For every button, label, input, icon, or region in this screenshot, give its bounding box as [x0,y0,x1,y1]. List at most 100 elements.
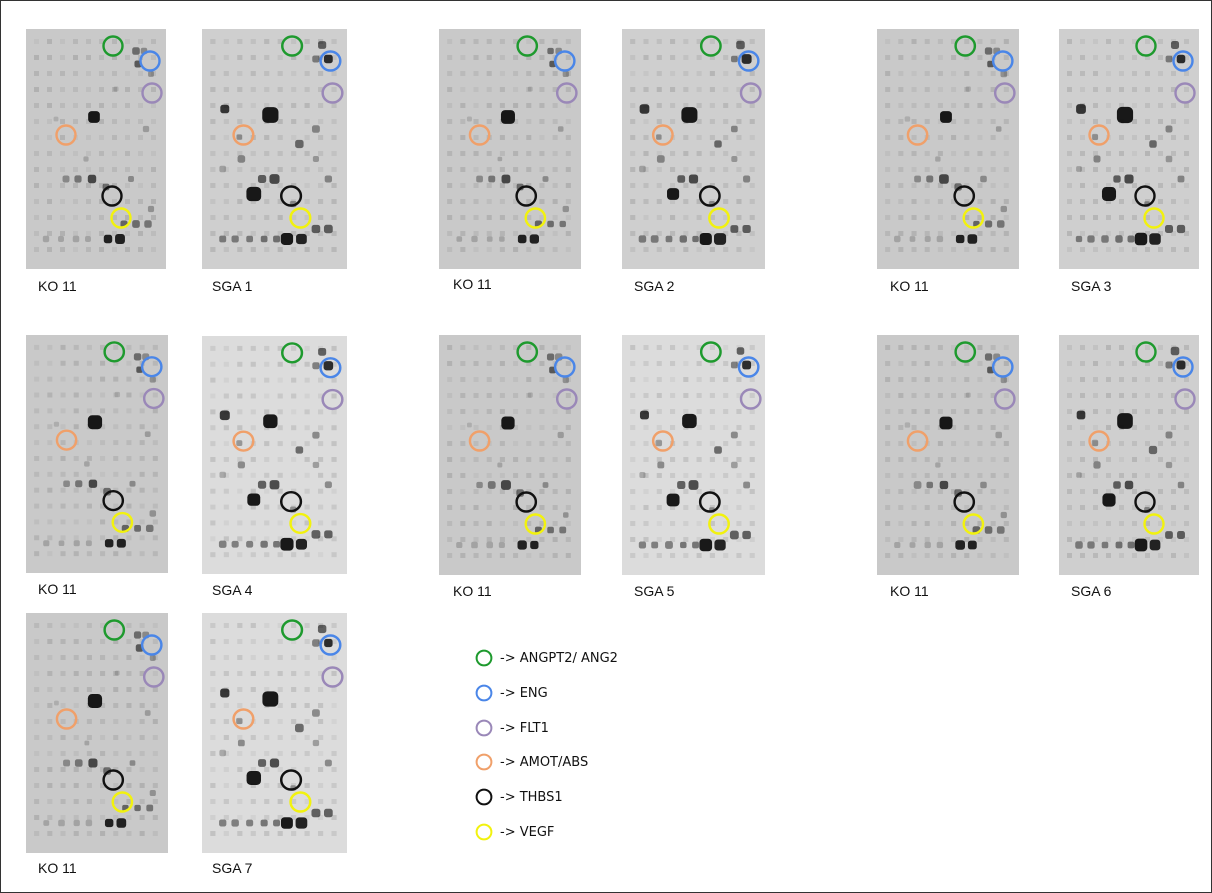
array-dot [447,553,453,558]
array-dot [152,535,158,541]
array-dot [47,376,53,382]
array-dot [670,473,676,478]
array-dot [898,119,904,124]
array-dot [1080,537,1085,542]
array-dot [683,247,689,252]
array-dot [565,457,571,462]
array-dot [1145,473,1150,478]
array-dot [139,767,145,772]
array-dot [990,167,996,172]
ring-angpt2 [103,619,126,641]
array-dot [749,231,755,236]
blot-spot [246,186,262,202]
blot-membrane [1059,335,1199,575]
array-dot [499,473,505,478]
array-dot [291,623,297,628]
array-dot [47,551,53,557]
array-dot [34,87,39,92]
array-dot [1003,183,1009,188]
array-dot [486,409,492,414]
blot-spot [148,71,154,77]
array-dot [924,103,930,108]
array-dot [683,215,689,220]
array-dot [60,551,66,557]
array-dot [331,504,337,510]
array-dot [630,183,636,188]
array-dot [47,535,53,541]
blot-spot [115,234,125,244]
array-dot [552,183,558,188]
ring-eng [553,50,576,72]
array-dot [924,377,930,382]
array-dot [656,167,662,172]
blot-spot [692,235,699,243]
array-dot [138,199,143,204]
array-dot [683,167,689,172]
array-dot [1158,103,1163,108]
array-dot [473,199,479,204]
blot-spot [84,740,90,746]
array-dot [47,487,53,493]
array-dot [447,473,453,478]
array-dot [264,103,270,108]
array-dot [73,815,79,820]
array-dot [1145,135,1150,140]
array-dot [47,344,53,350]
blot-spot [559,220,566,228]
array-dot [911,377,917,382]
array-dot [318,488,324,494]
array-dot [86,655,92,660]
array-dot [937,167,943,172]
array-dot [99,215,104,220]
array-dot [683,489,689,494]
ring-thbs1 [101,185,123,207]
array-dot [951,55,957,60]
array-dot [73,671,79,676]
array-dot [951,489,957,494]
array-dot [304,472,310,478]
array-dot [86,719,92,724]
ring-vegf [1143,207,1165,229]
array-dot [237,703,243,708]
array-dot [1119,457,1124,462]
purple-circle-icon [475,719,493,737]
array-dot [696,199,702,204]
array-dot [291,536,297,542]
array-dot [99,71,104,76]
array-dot [1158,135,1163,140]
array-dot [1003,393,1009,398]
array-dot [331,247,337,252]
array-dot [749,55,755,60]
array-dot [630,553,636,558]
array-dot [951,87,957,92]
array-dot [1003,409,1009,414]
blot-spot [547,220,554,228]
array-dot [113,767,119,772]
ring-angpt2 [281,35,304,57]
array-dot [447,247,453,252]
array-dot [34,151,39,156]
array-dot [331,441,337,447]
array-dot [473,473,479,478]
blot-spot [1101,186,1117,202]
array-dot [977,55,983,60]
blot-spot [312,739,320,747]
array-dot [318,247,324,252]
array-dot [749,441,755,446]
array-dot [291,783,297,788]
array-dot [656,199,662,204]
array-dot [151,55,156,60]
array-dot [86,183,91,188]
array-dot [1067,441,1072,446]
array-dot [736,135,742,140]
array-dot [100,392,106,398]
blot-spot [743,481,751,489]
array-dot [1093,151,1098,156]
array-dot [937,361,943,366]
array-dot [223,767,229,772]
array-dot [723,505,729,510]
array-dot [964,473,970,478]
blot-spot [500,480,511,490]
ring-eng [737,50,760,72]
array-dot [696,377,702,382]
